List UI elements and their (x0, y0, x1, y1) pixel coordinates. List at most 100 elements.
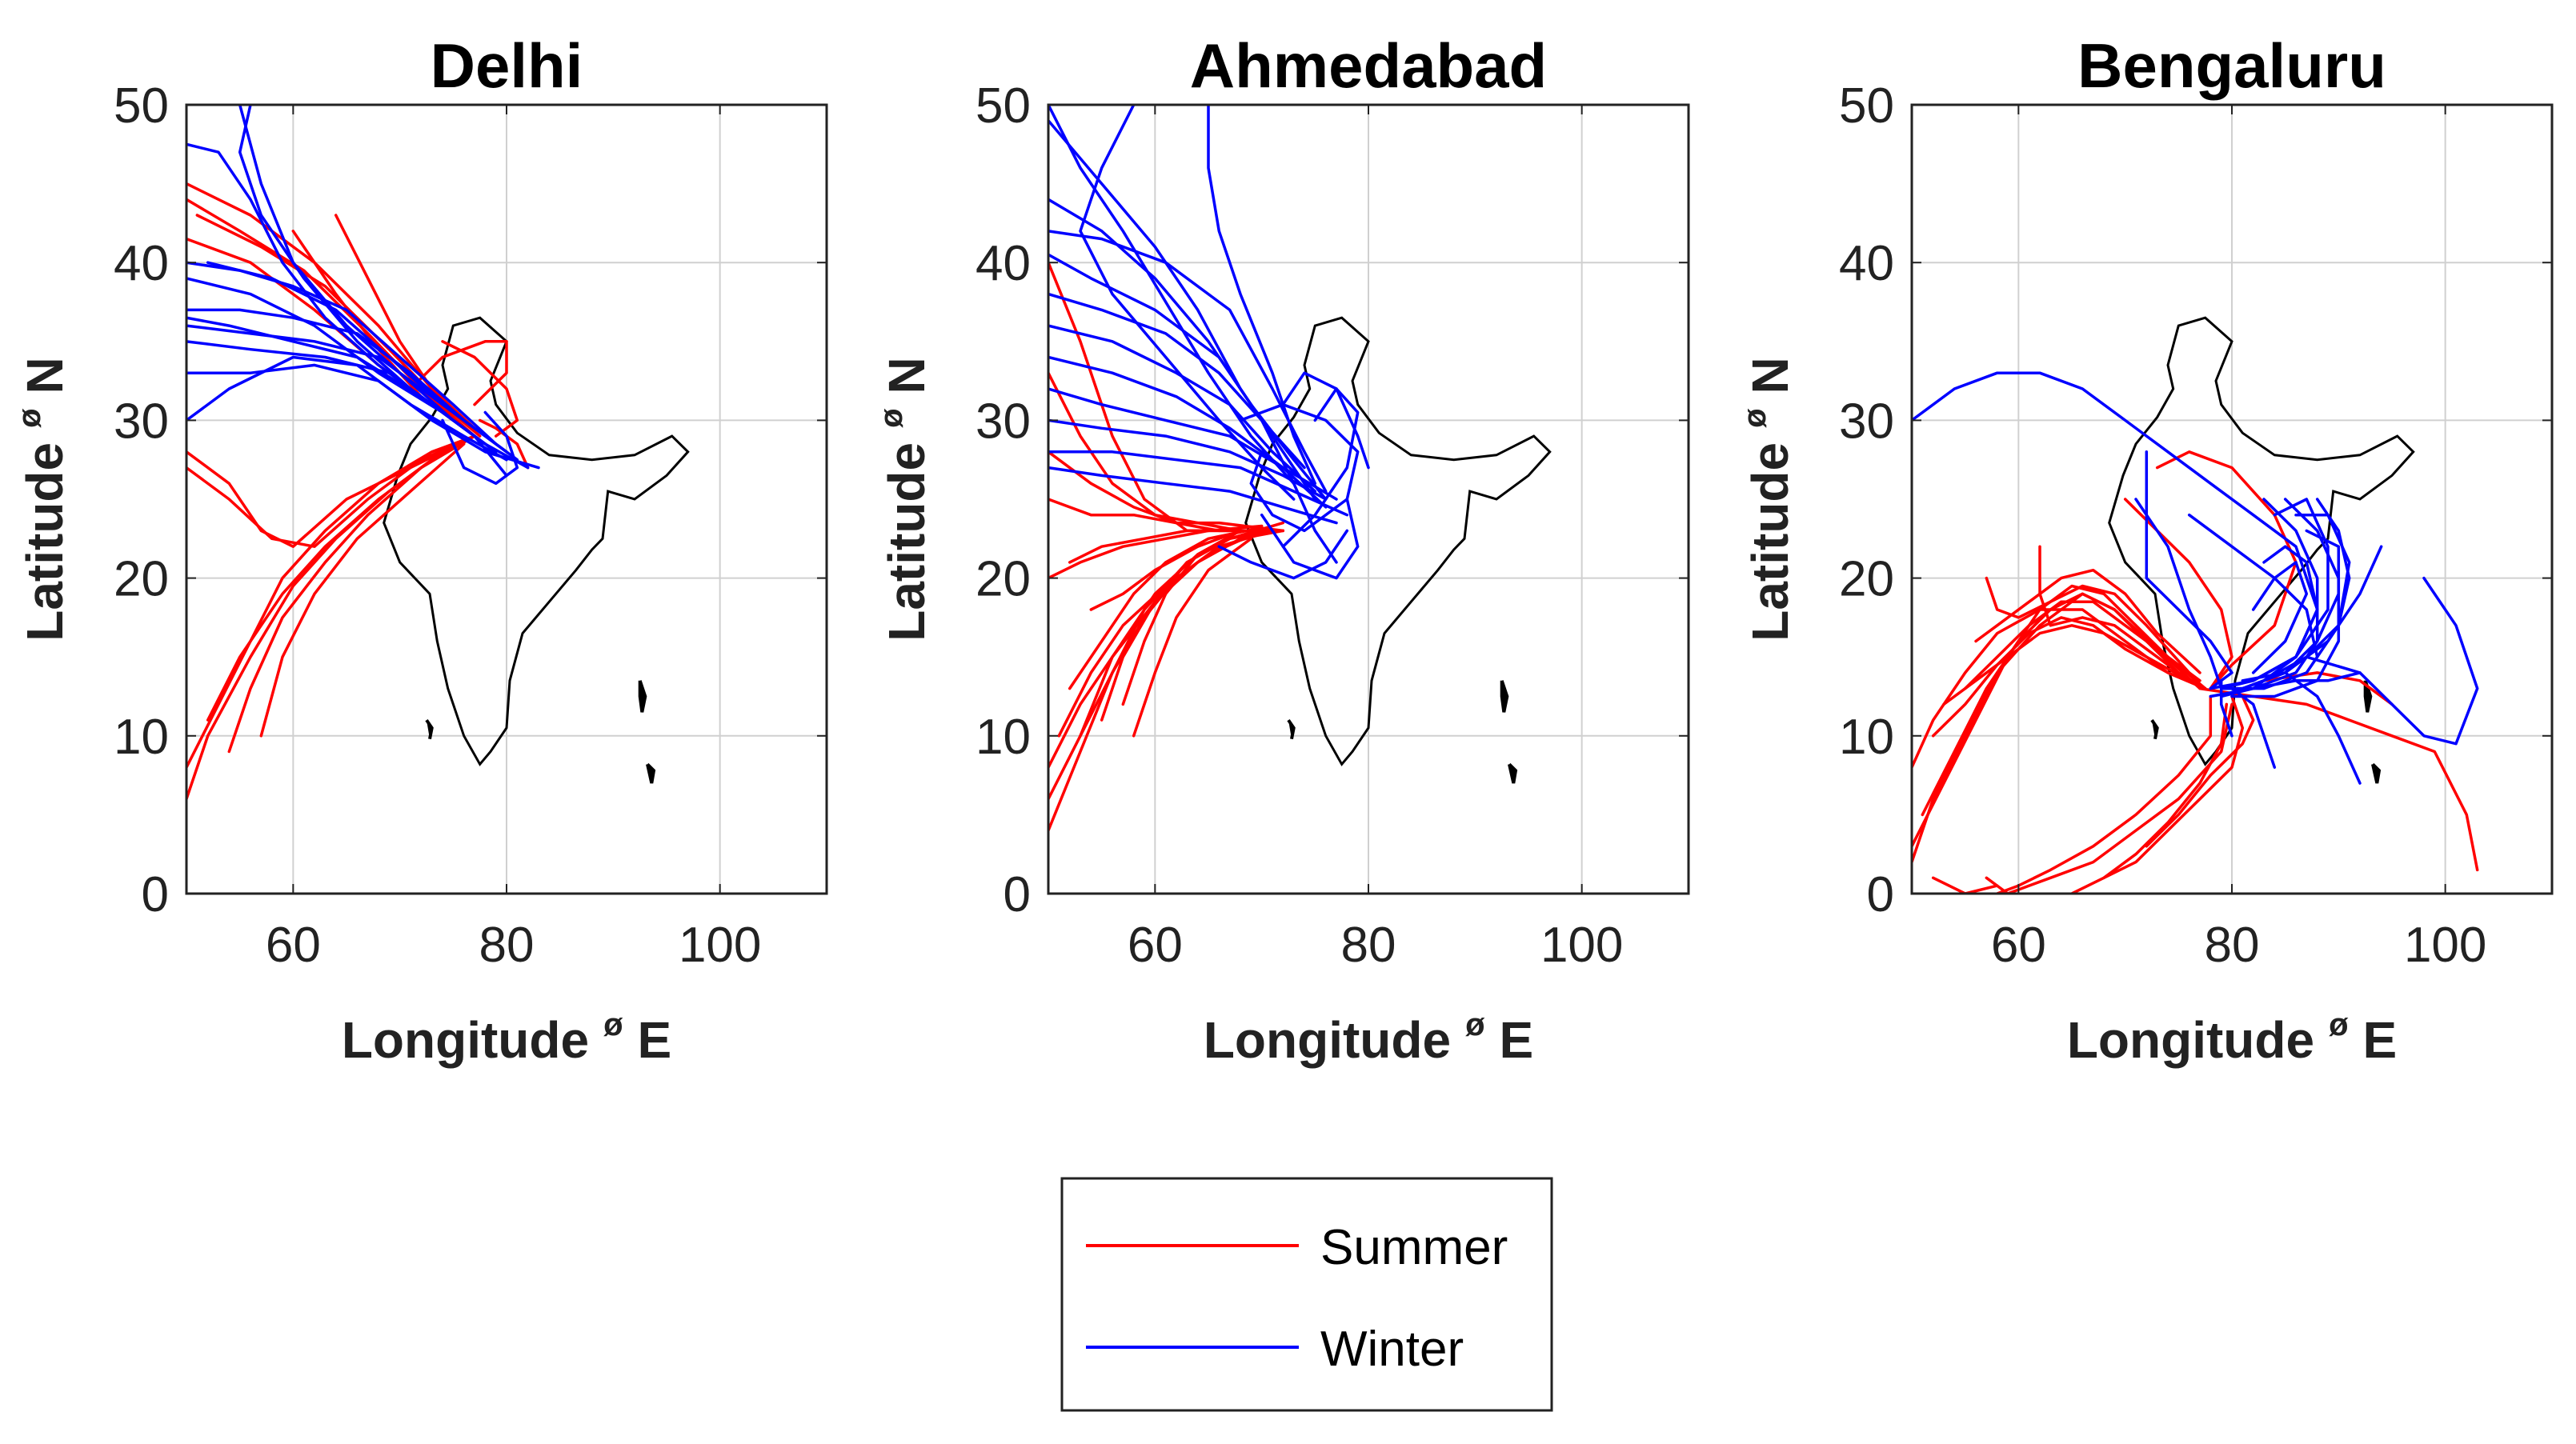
y-axis-label-text: Latitude (878, 442, 935, 642)
winter-trajectory (1048, 118, 1317, 501)
winter-trajectory (1048, 105, 1296, 486)
summer-trajectory (1068, 526, 1264, 690)
summer-trajectory (1089, 529, 1242, 611)
x-axis-degree-mark: ø (603, 1007, 623, 1042)
summer-trajectory (1931, 616, 2207, 738)
panel-ahmedabad-title: Ahmedabad (1190, 30, 1547, 101)
winter-trajectory (186, 316, 508, 478)
winter-trajectory (2134, 498, 2223, 690)
island-group (646, 762, 656, 784)
y-tick-label: 30 (976, 394, 1031, 449)
x-tick-label: 100 (2404, 918, 2486, 973)
legend-summer-label: Summer (1320, 1220, 1508, 1275)
x-axis-direction: E (1500, 1011, 1534, 1069)
x-tick-label: 80 (1341, 918, 1396, 973)
summer-trajectory (441, 340, 519, 438)
winter-trajectory (1048, 418, 1328, 501)
y-axis-label-text: Latitude (16, 442, 74, 642)
x-tick-label: 80 (2205, 918, 2260, 973)
island-group (2363, 680, 2373, 713)
y-tick-label: 0 (142, 867, 169, 922)
summer-trajectory (1931, 876, 1999, 894)
x-tick-label: 60 (1991, 918, 2046, 973)
y-tick-label: 10 (114, 710, 169, 765)
summer-trajectory (1995, 694, 2213, 894)
panel-delhi-winter-trajectories (186, 105, 540, 486)
panel-ahmedabad-y-axis-label: Latitude øN (874, 357, 935, 642)
summer-trajectory (1057, 529, 1264, 738)
summer-trajectory (1079, 529, 1274, 738)
island-group (1287, 718, 1296, 740)
summer-trajectory (1121, 529, 1242, 706)
x-axis-direction: E (638, 1011, 672, 1069)
y-tick-label: 40 (976, 236, 1031, 291)
winter-trajectory (1260, 498, 1360, 580)
winter-trajectory (2230, 498, 2341, 698)
y-axis-degree-mark: ø (874, 408, 909, 428)
panel-bengaluru-title: Bengaluru (2077, 30, 2386, 101)
legend-winter-label: Winter (1320, 1322, 1464, 1377)
panel-bengaluru-y-tick-labels: 0 10 20 30 40 50 (1839, 78, 2552, 922)
legend-box (1060, 1177, 1553, 1412)
winter-trajectory (2305, 576, 2479, 746)
panel-delhi-x-tick-labels: 60 80 100 (266, 105, 761, 973)
panel-ahmedabad-y-tick-labels: 0 10 20 30 40 50 (976, 78, 1689, 922)
summer-trajectory (206, 434, 476, 722)
summer-trajectory (334, 214, 466, 422)
y-axis-degree-mark: ø (12, 408, 47, 428)
panel-ahmedabad-x-axis-label: Longitude ø E (1204, 1007, 1533, 1069)
panel-delhi-x-axis-label: Longitude ø E (342, 1007, 671, 1069)
winter-trajectory (1048, 230, 1328, 493)
summer-trajectory (2123, 498, 2233, 690)
winter-trajectory (1048, 450, 1349, 517)
island-group (2371, 762, 2382, 784)
winter-trajectory (2241, 671, 2362, 785)
panel-ahmedabad-x-tick-labels: 60 80 100 (1128, 105, 1623, 973)
summer-trajectory (1048, 498, 1285, 533)
y-axis-degree-mark: ø (1737, 408, 1773, 428)
y-tick-label: 20 (976, 552, 1031, 607)
y-tick-label: 50 (1839, 78, 1894, 134)
x-tick-label: 100 (1540, 918, 1623, 973)
y-tick-label: 20 (114, 552, 169, 607)
summer-trajectory (1912, 592, 2207, 864)
summer-trajectory (2102, 694, 2245, 880)
x-tick-label: 100 (679, 918, 761, 973)
panel-bengaluru-x-tick-labels: 60 80 100 (1991, 105, 2486, 973)
y-tick-label: 10 (976, 710, 1031, 765)
x-axis-label-text: Longitude (342, 1011, 589, 1069)
panel-bengaluru-x-axis-label: Longitude ø E (2067, 1007, 2397, 1069)
panel-delhi-grid (186, 104, 827, 894)
y-tick-label: 30 (114, 394, 169, 449)
x-tick-label: 60 (1128, 918, 1183, 973)
island-group (2150, 718, 2159, 740)
winter-trajectory (2187, 513, 2319, 658)
island-group (638, 680, 647, 713)
x-axis-degree-mark: ø (2329, 1007, 2349, 1042)
y-tick-label: 40 (1839, 236, 1894, 291)
summer-trajectory (1912, 584, 2207, 848)
legend: Summer Winter (1060, 1177, 1553, 1412)
island-group (1500, 680, 1509, 713)
winter-trajectory (1281, 387, 1360, 548)
summer-trajectory (1132, 537, 1253, 738)
summer-trajectory (1985, 702, 2233, 894)
panel-ahmedabad-winter-trajectories (1048, 105, 1370, 580)
summer-trajectory (186, 434, 476, 769)
island-group (425, 718, 434, 740)
summer-trajectory (259, 442, 466, 738)
winter-trajectory (441, 410, 519, 486)
y-axis-direction: N (16, 357, 74, 394)
summer-trajectory (2145, 694, 2255, 848)
y-axis-direction: N (878, 357, 935, 394)
y-tick-label: 10 (1839, 710, 1894, 765)
y-tick-label: 20 (1839, 552, 1894, 607)
winter-trajectory (1281, 371, 1370, 470)
winter-trajectory (238, 105, 487, 446)
y-tick-label: 0 (1004, 867, 1031, 922)
winter-trajectory (2219, 671, 2362, 698)
winter-trajectory (2241, 545, 2383, 690)
summer-trajectory (1048, 529, 1285, 801)
